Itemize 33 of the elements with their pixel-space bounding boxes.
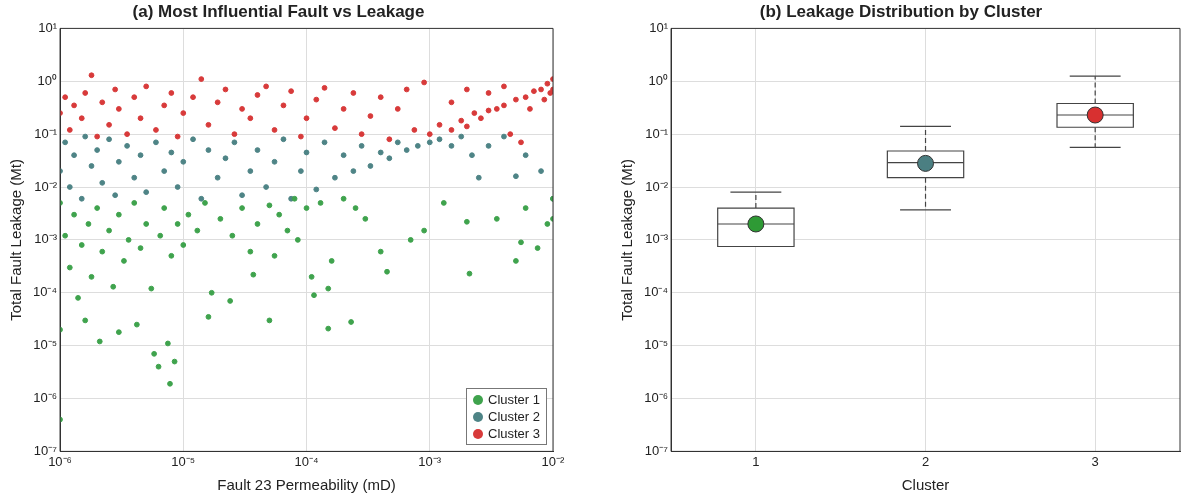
y-tick-label: 10⁻¹	[34, 125, 58, 141]
y-axis-title: Total Fault Leakage (Mt)	[618, 159, 636, 321]
legend-label: Cluster 2	[488, 408, 541, 426]
x-axis-title: Fault 23 Permeability (mD)	[217, 476, 396, 494]
y-tick-label: 10⁻⁵	[33, 337, 58, 353]
chart-title: (a) Most Influential Fault vs Leakage	[132, 1, 425, 21]
x-tick-label: 10⁻⁴	[294, 453, 319, 469]
y-tick-label: 10⁰	[37, 72, 58, 88]
y-tick-label: 10⁻²	[34, 178, 58, 194]
x-tick-label: 10⁻²	[541, 453, 566, 469]
chart-title: (b) Leakage Distribution by Cluster	[759, 1, 1043, 21]
y-tick-label: 10⁻¹	[645, 125, 669, 141]
y-tick-label: 10⁻²	[645, 178, 669, 194]
x-axis-title: Cluster	[901, 476, 950, 494]
legend-label: Cluster 1	[488, 391, 541, 409]
x-tick-label: 10⁻⁵	[171, 453, 196, 469]
y-tick-label: 10⁰	[648, 72, 669, 88]
y-tick-label: 10⁻⁶	[644, 390, 669, 406]
y-tick-label: 10⁻⁴	[644, 284, 669, 300]
y-tick-label: 10⁻⁴	[33, 284, 58, 300]
y-axis-title: Total Fault Leakage (Mt)	[7, 159, 25, 321]
y-tick-label: 10⁻⁷	[644, 442, 669, 458]
y-tick-label: 10⁻³	[34, 231, 58, 247]
legend-label: Cluster 3	[488, 425, 541, 443]
x-tick-label: 10⁻³	[418, 453, 442, 469]
y-tick-label: 10¹	[649, 19, 669, 35]
x-tick-label: 1	[752, 453, 760, 469]
x-tick-label: 2	[921, 453, 930, 469]
y-tick-label: 10⁻⁵	[644, 337, 669, 353]
y-tick-label: 10⁻³	[645, 231, 669, 247]
x-tick-label: 3	[1091, 453, 1099, 469]
y-tick-label: 10¹	[38, 19, 58, 35]
y-tick-label: 10⁻⁶	[33, 390, 58, 406]
